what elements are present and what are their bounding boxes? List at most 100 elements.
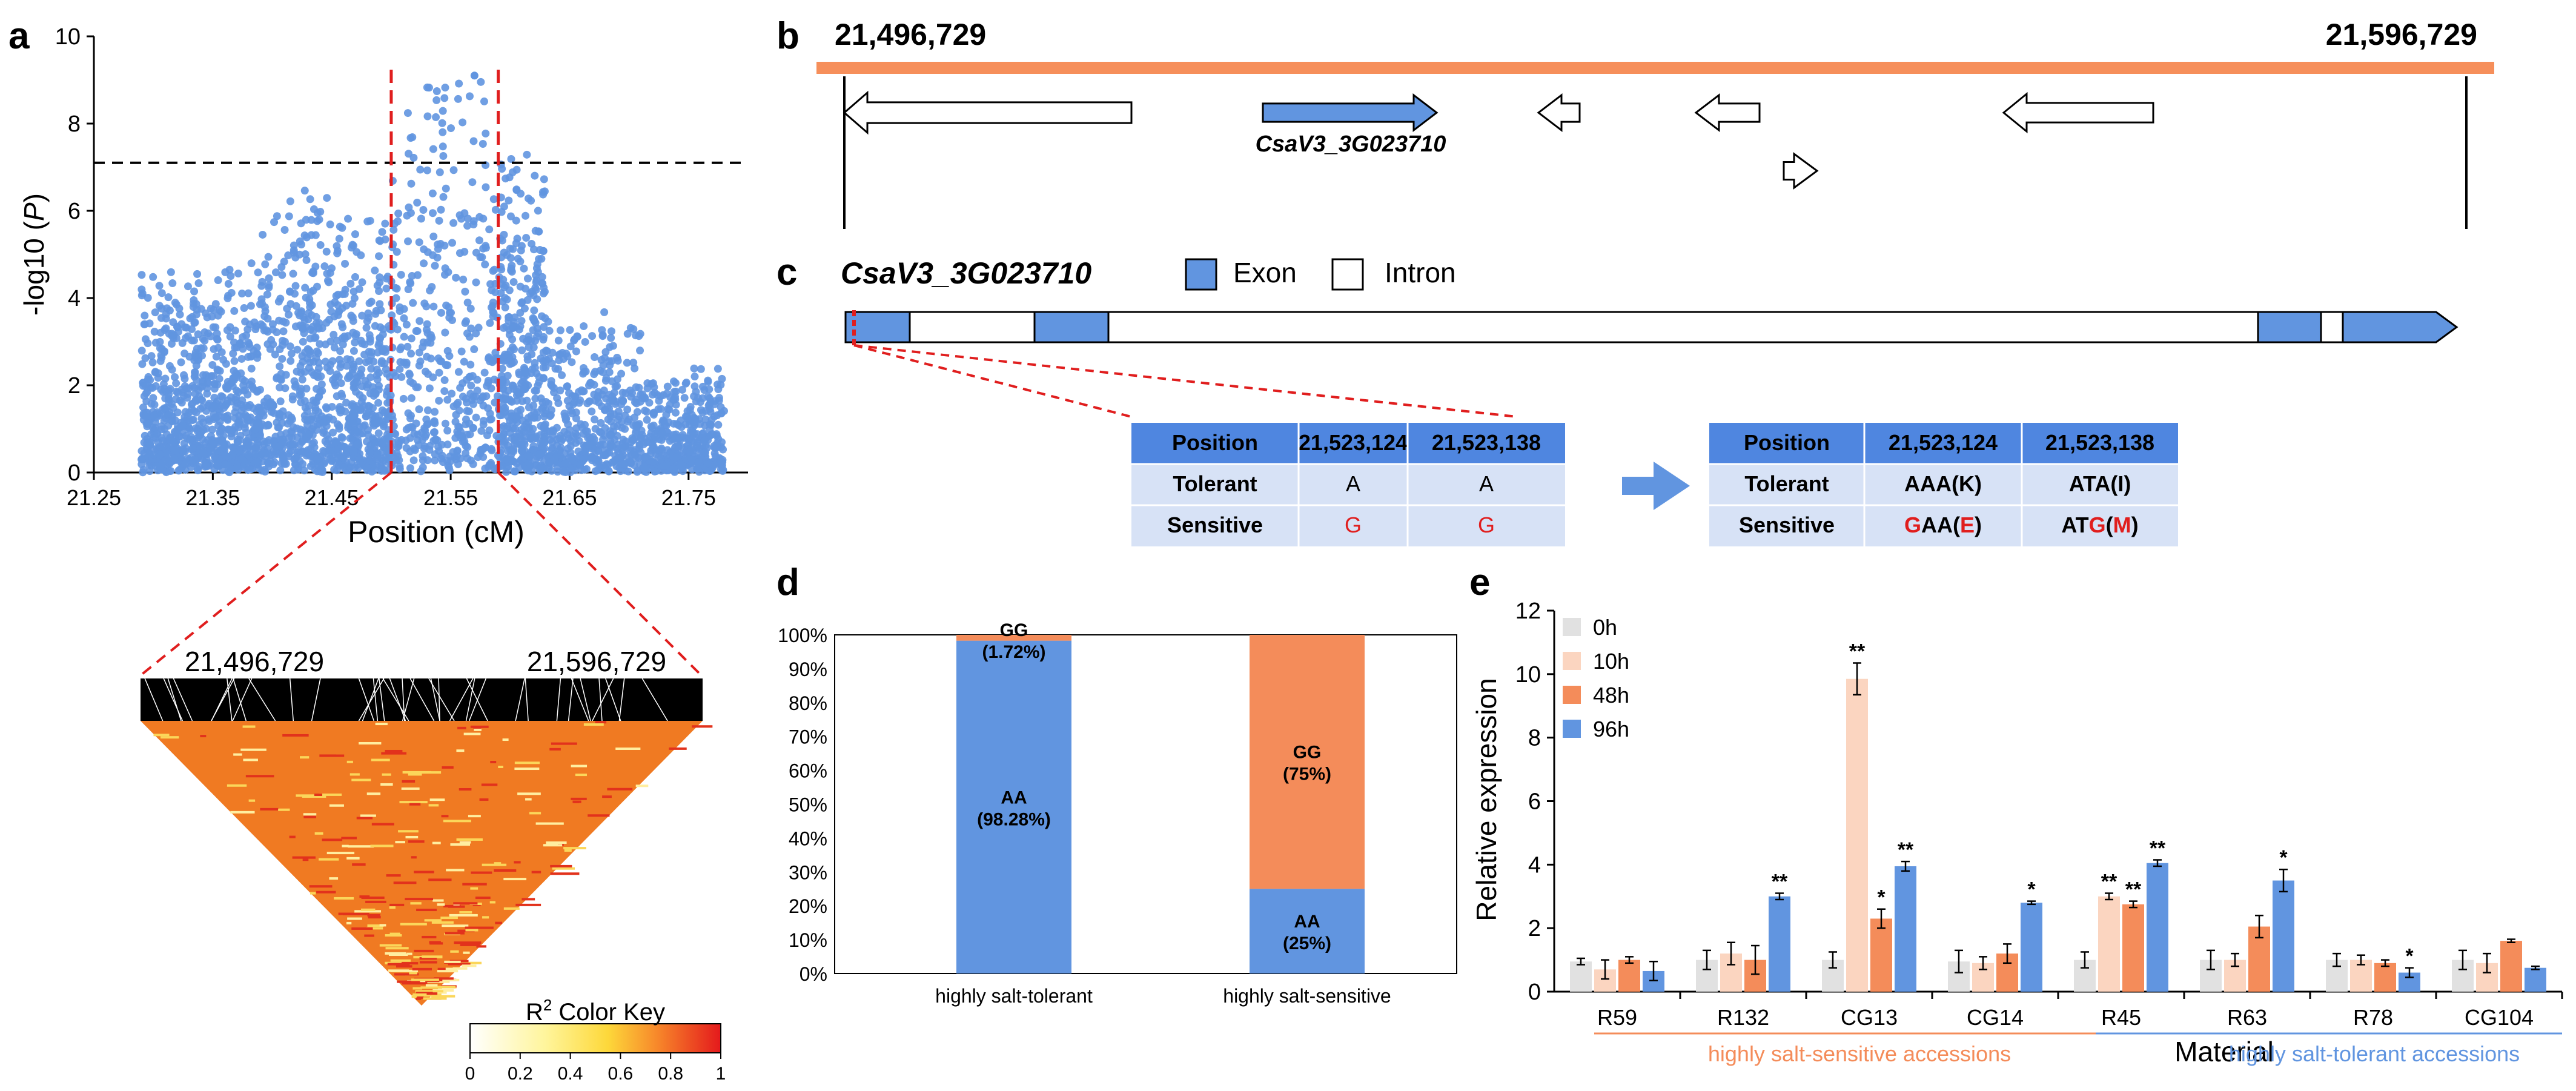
ld-strip-line [618,678,625,721]
scatter-point [497,372,506,380]
scatter-point [352,388,360,396]
scatter-point [580,454,589,463]
ld-strip-line [598,678,603,721]
scatter-point [630,461,638,469]
scatter-point [366,373,375,382]
scatter-point [240,377,249,385]
scatter-point [403,342,412,351]
scatter-point [670,443,679,452]
ld-cell [411,978,439,981]
scatter-point [535,450,543,459]
scatter-point [508,381,517,390]
scatter-point [356,457,365,466]
scatter-point [230,307,239,315]
scatter-point [328,357,337,365]
expr-category-label: R78 [2353,1005,2393,1030]
gene-exon [2257,311,2322,343]
scatter-point [351,408,359,416]
scatter-point [417,214,425,223]
ld-cell [292,856,316,859]
scatter-point [344,214,353,223]
ld-cell [360,814,376,817]
scatter-point [422,431,430,439]
ld-cell [459,841,471,844]
scatter-point [310,357,318,366]
scatter-point [360,350,369,359]
scatter-point [200,336,209,345]
scatter-point [286,197,294,205]
zoom-line-right [497,471,703,677]
scatter-point [477,426,486,435]
scatter-y-tick-label: 2 [68,373,81,399]
ld-cell [319,793,342,796]
scatter-point [554,336,563,345]
scatter-point [473,376,482,384]
ld-cell [364,934,374,937]
scatter-point [291,380,300,389]
scatter-point [317,380,326,389]
scatter-point [423,112,432,121]
scatter-point [314,408,323,416]
ld-cell [342,844,349,847]
expr-bar [1846,678,1868,992]
scatter-point [141,335,150,343]
stack-y-tick-label: 60% [789,760,827,782]
color-key-tick-label: 1 [716,1064,726,1084]
scatter-point [314,420,322,428]
expr-bar [1618,960,1640,992]
scatter-point [376,300,384,308]
expr-significance: ** [2101,870,2117,894]
scatter-point [517,426,526,434]
scatter-point [405,370,414,378]
scatter-point [524,414,532,422]
scatter-point [297,219,305,228]
ld-cell [402,771,432,774]
ld-strip-line [211,678,235,721]
scatter-point [459,276,468,284]
scatter-point [558,466,567,475]
scatter-point [157,289,166,297]
scatter-point [623,330,632,338]
scatter-point [293,453,301,462]
scatter-point [348,313,357,322]
scatter-point [468,178,477,187]
scatter-point [631,446,640,454]
ld-cell [319,754,345,757]
scatter-point [340,334,349,343]
scatter-point [611,456,619,465]
scatter-point [298,376,306,384]
scatter-point [202,462,210,470]
scatter-point [394,443,402,451]
scatter-point [220,460,229,469]
snp-table-cell [1408,505,1565,546]
scatter-point [286,287,294,296]
scatter-point [530,408,538,417]
codon-table-header-text: 21,523,124 [1889,430,1998,455]
scatter-point [357,405,365,413]
scatter-point [444,268,452,276]
scatter-point [280,225,289,234]
scatter-point [594,447,603,456]
scatter-point [488,446,496,455]
scatter-point [666,393,675,402]
scatter-point [641,453,649,462]
scatter-point [284,251,293,260]
scatter-point [423,320,431,328]
scatter-point [561,412,569,420]
scatter-point [276,466,285,474]
scatter-point [316,340,324,348]
scatter-point [480,97,488,105]
scatter-point [413,327,422,335]
scatter-point [141,320,149,328]
scatter-point [443,396,452,404]
panel-letter-e: e [1469,562,1490,603]
ld-cell [366,927,383,930]
scatter-point [335,234,343,243]
scatter-point [307,231,316,239]
scatter-point [247,364,256,373]
target-gene-arrow [1262,93,1439,133]
scatter-point [250,318,259,327]
target-gene-label: CsaV3_3G023710 [1256,131,1446,157]
ld-cell [230,811,255,814]
